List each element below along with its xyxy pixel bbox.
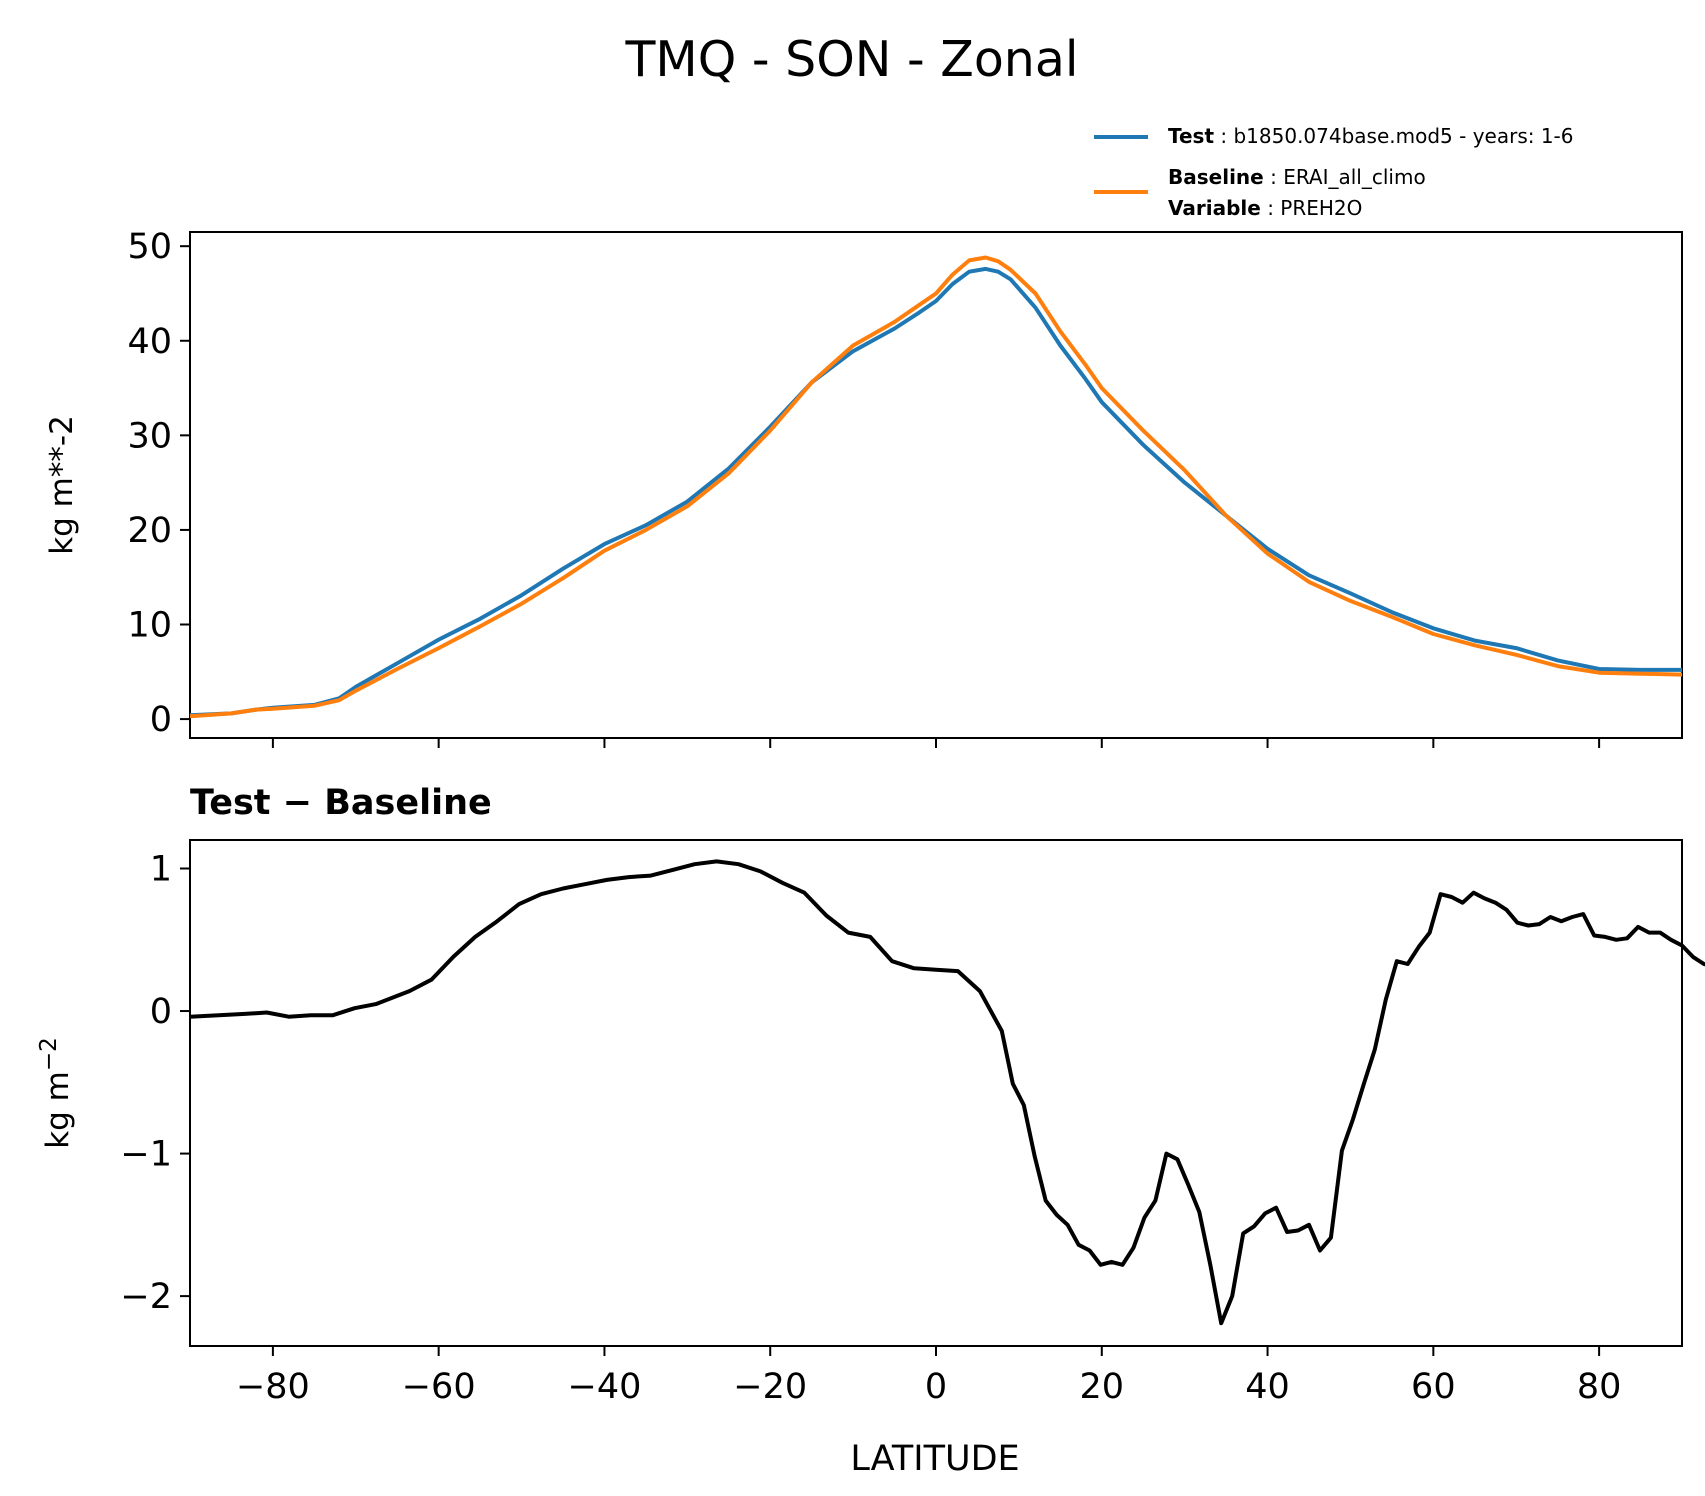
diff-title: Test − Baseline <box>190 783 492 823</box>
bottom-y-axis-label: kg m−2 <box>36 1037 76 1149</box>
bottom-xtick-label: 80 <box>1577 1367 1622 1407</box>
test-series-line <box>189 266 1682 718</box>
bottom-plot-frame <box>189 839 1683 1347</box>
legend-test-label: Test <box>1168 124 1214 148</box>
top-ytick-label: 10 <box>127 606 172 646</box>
legend-variable-label: Variable <box>1168 196 1261 220</box>
legend: Test : b1850.074base.mod5 - years: 1-6 B… <box>1094 124 1574 220</box>
bottom-xtick-label: 40 <box>1245 1367 1290 1407</box>
figure-title: TMQ - SON - Zonal <box>624 31 1078 88</box>
legend-test-value: b1850.074base.mod5 - years: 1-6 <box>1233 124 1573 148</box>
bottom-xtick-label: −20 <box>733 1367 807 1407</box>
bottom-ytick-label: −1 <box>120 1135 172 1175</box>
legend-variable-value: PREH2O <box>1280 196 1362 220</box>
top-ytick-label: 30 <box>127 416 172 456</box>
bottom-panel: 1 0 −1 −2 −80 −60 −40 −20 0 20 40 60 80 kg m−2 <box>36 839 1705 1407</box>
bottom-xtick-label: −60 <box>402 1367 476 1407</box>
top-ytick-label: 20 <box>127 511 172 551</box>
bottom-ytick-label: 1 <box>150 850 172 890</box>
legend-baseline-label: Baseline <box>1168 165 1264 189</box>
baseline-series-line <box>189 255 1683 719</box>
svg-text:Test : b1850.074base.mod5 - ye: Test : b1850.074base.mod5 - years: 1-6 <box>1168 124 1574 148</box>
svg-text:Baseline : ERAI_all_climo: Baseline : ERAI_all_climo <box>1168 165 1426 189</box>
bottom-xtick-label: 0 <box>925 1367 947 1407</box>
bottom-xtick-label: 20 <box>1080 1367 1125 1407</box>
bottom-xtick-label: 60 <box>1411 1367 1456 1407</box>
bottom-xtick-label: −80 <box>236 1367 310 1407</box>
top-panel: 0 10 20 30 40 50 kg m**-2 <box>44 227 1683 748</box>
difference-series-line <box>189 859 1705 1326</box>
bottom-xtick-label: −40 <box>568 1367 642 1407</box>
legend-baseline-value: ERAI_all_climo <box>1283 165 1426 189</box>
svg-text:Variable : PREH2O: Variable : PREH2O <box>1168 196 1362 220</box>
top-ytick-label: 0 <box>150 700 172 740</box>
bottom-ytick-label: 0 <box>150 992 172 1032</box>
bottom-ytick-label: −2 <box>120 1277 172 1317</box>
top-ytick-label: 50 <box>127 227 172 267</box>
x-axis-label: LATITUDE <box>850 1439 1019 1479</box>
top-y-axis-label: kg m**-2 <box>44 415 80 555</box>
top-ytick-label: 40 <box>127 322 172 362</box>
